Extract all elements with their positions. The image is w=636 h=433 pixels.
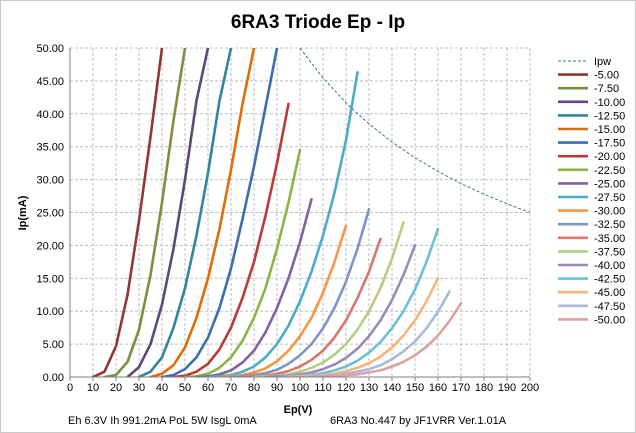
series-group xyxy=(91,48,463,377)
legend-label: -20.00 xyxy=(594,151,625,163)
legend-label: -27.50 xyxy=(594,192,625,204)
footer-right: 6RA3 No.447 by JF1VRR Ver.1.01A xyxy=(330,415,507,427)
x-tick-label: 30 xyxy=(133,382,145,394)
y-tick-label: 45.00 xyxy=(36,76,64,88)
x-tick-label: 140 xyxy=(383,382,401,394)
series-line xyxy=(195,198,313,377)
series-line xyxy=(310,301,463,377)
series-line xyxy=(241,237,382,377)
x-tick-label: 80 xyxy=(248,382,260,394)
series-line xyxy=(183,148,302,377)
legend-label: -5.00 xyxy=(594,70,619,82)
series-line xyxy=(126,48,210,377)
legend-label: -40.00 xyxy=(594,260,625,272)
series-line xyxy=(206,71,359,377)
legend-label: -17.50 xyxy=(594,138,625,150)
x-tick-label: 170 xyxy=(452,382,470,394)
legend-label: -47.50 xyxy=(594,301,625,313)
legend-label: -25.00 xyxy=(594,178,625,190)
y-tick-label: 15.00 xyxy=(36,273,64,285)
y-tick-label: 25.00 xyxy=(36,208,64,220)
x-tick-label: 20 xyxy=(110,382,122,394)
x-tick-labels: 0 10 20 30 40 50 60 70 80 90 100 110 120 130 140 150 160… xyxy=(67,382,539,394)
y-tick-label: 35.00 xyxy=(36,142,64,154)
legend-label: -12.50 xyxy=(594,110,625,122)
x-tick-label: 50 xyxy=(179,382,191,394)
x-tick-label: 190 xyxy=(498,382,516,394)
y-tick-label: 5.00 xyxy=(43,339,64,351)
y-tick-label: 40.00 xyxy=(36,109,64,121)
footer-left: Eh 6.3V Ih 991.2mA PoL 5W IsgL 0mA xyxy=(68,415,257,427)
x-tick-label: 200 xyxy=(521,382,539,394)
series-line xyxy=(149,48,256,377)
series-line xyxy=(218,224,348,377)
grid xyxy=(70,47,531,377)
x-tick-label: 90 xyxy=(271,382,283,394)
x-tick-label: 110 xyxy=(314,382,332,394)
x-tick-label: 100 xyxy=(291,382,309,394)
x-tick-label: 40 xyxy=(156,382,168,394)
y-axis-label: Ip(mA) xyxy=(17,195,29,230)
series-line xyxy=(137,48,233,377)
legend-label: -32.50 xyxy=(594,219,625,231)
x-tick-label: 120 xyxy=(337,382,355,394)
legend-label: -45.00 xyxy=(594,287,625,299)
y-tick-label: 10.00 xyxy=(36,306,64,318)
y-tick-label: 50.00 xyxy=(36,43,64,55)
plate-dissipation-group xyxy=(299,48,530,213)
legend-label: -30.00 xyxy=(594,206,625,218)
legend-label: -22.50 xyxy=(594,165,625,177)
legend-label: -10.00 xyxy=(594,97,625,109)
axes xyxy=(69,48,531,381)
legend-label: -42.50 xyxy=(594,274,625,286)
x-tick-label: 10 xyxy=(87,382,99,394)
x-axis-label: Ep(V) xyxy=(284,404,313,416)
legend-label: -50.00 xyxy=(594,314,625,326)
series-line xyxy=(287,276,440,377)
series-line xyxy=(91,48,164,377)
y-tick-label: 20.00 xyxy=(36,240,64,252)
series-line xyxy=(103,48,187,377)
series-line xyxy=(172,102,290,377)
x-tick-label: 130 xyxy=(360,382,378,394)
legend-label-ipw: Ipw xyxy=(594,56,611,68)
x-tick-label: 150 xyxy=(406,382,424,394)
legend-label: -15.00 xyxy=(594,124,625,136)
x-tick-label: 70 xyxy=(225,382,237,394)
x-tick-label: 60 xyxy=(202,382,214,394)
legend-label: -35.00 xyxy=(594,233,625,245)
x-tick-label: 0 xyxy=(67,382,73,394)
y-tick-label: 0.00 xyxy=(43,372,64,384)
legend-label: -7.50 xyxy=(594,83,619,95)
series-line-ipw xyxy=(299,48,530,213)
y-tick-labels: 0.00 5.00 10.00 15.00 20.00 25.00 30.00 35.00 40… xyxy=(36,43,64,384)
y-tick-label: 30.00 xyxy=(36,175,64,187)
x-tick-label: 180 xyxy=(475,382,493,394)
x-tick-label: 160 xyxy=(429,382,447,394)
chart-title: 6RA3 Triode Ep - Ip xyxy=(231,12,405,33)
series-line xyxy=(160,48,279,377)
legend-label: -37.50 xyxy=(594,246,625,258)
legend: Ipw -5.00-7.50 -10.00-12.50 -15.00 -17.50-20… xyxy=(558,56,625,326)
